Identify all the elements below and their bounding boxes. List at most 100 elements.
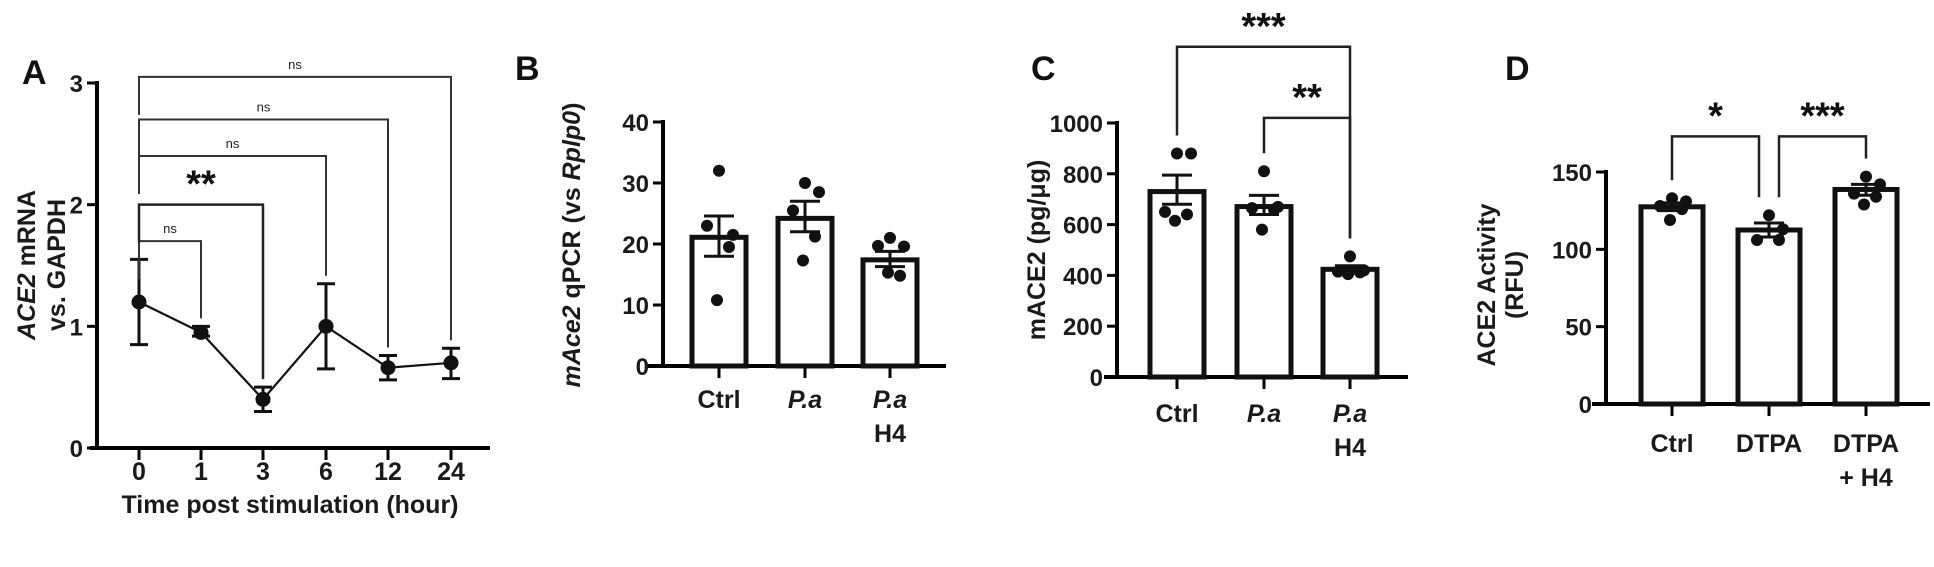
data-point — [727, 228, 739, 241]
data-point — [1666, 192, 1678, 205]
data-point — [131, 294, 147, 310]
significance-bracket — [138, 75, 452, 341]
significance-bracket — [1777, 135, 1868, 198]
data-point — [711, 294, 723, 307]
data-point — [1246, 202, 1258, 215]
data-point — [797, 254, 809, 267]
data-point — [1169, 214, 1181, 227]
y-axis-title: mACE2 (pg/μg) — [1023, 160, 1051, 341]
y-tick-label: 1 — [70, 314, 83, 341]
x-tick-label: Ctrl — [1155, 400, 1198, 428]
data-point — [1777, 223, 1789, 236]
y-tick-label: 0 — [636, 354, 649, 381]
x-tick-label: 6 — [319, 458, 333, 486]
y-tick-label: 0 — [1579, 392, 1592, 419]
x-tick-label: + H4 — [1839, 464, 1893, 492]
significance-label: ** — [186, 164, 216, 206]
bar — [1320, 266, 1380, 380]
significance-label: *** — [1800, 95, 1845, 137]
significance-label: * — [1708, 95, 1723, 137]
y-tick-label: 800 — [1063, 162, 1103, 189]
data-point — [809, 230, 821, 243]
data-point — [1763, 209, 1775, 222]
data-point — [193, 324, 209, 340]
bar — [1735, 227, 1803, 407]
x-tick-label: P.a — [873, 386, 907, 414]
y-axis-title: ACE2 mRNAvs. GAPDH — [13, 190, 71, 341]
data-point — [799, 177, 811, 189]
data-point — [701, 219, 713, 232]
significance-bracket — [138, 155, 327, 276]
data-point — [1858, 198, 1870, 211]
y-tick-label: 40 — [622, 110, 649, 137]
x-tick-label: Ctrl — [697, 386, 740, 414]
x-tick-label: DTPA — [1833, 430, 1899, 458]
y-tick-label: 50 — [1565, 315, 1592, 342]
y-tick-label: 20 — [622, 232, 649, 259]
significance-label: ns — [288, 57, 302, 72]
significance-bracket — [1262, 116, 1352, 239]
significance-label: ns — [257, 100, 271, 115]
significance-label: ns — [226, 136, 240, 151]
panel-letter: A — [22, 54, 47, 92]
data-point — [894, 269, 906, 282]
data-point — [898, 240, 910, 253]
data-point — [1268, 203, 1280, 216]
y-axis-title: mAce2 qPCR (vs Rplp0) — [558, 103, 586, 388]
data-point — [380, 360, 396, 376]
data-point — [1860, 170, 1872, 183]
y-tick-label: 0 — [1090, 365, 1103, 392]
data-point — [1181, 208, 1193, 221]
data-point — [787, 204, 799, 217]
data-point — [443, 355, 459, 371]
x-tick-label: H4 — [1334, 434, 1366, 462]
data-point — [713, 164, 725, 177]
bar — [775, 215, 835, 369]
data-point — [318, 318, 334, 334]
x-tick-label: P.a — [788, 386, 822, 414]
x-tick-label: 1 — [194, 458, 208, 486]
x-tick-label: P.a — [1247, 400, 1281, 428]
panel-letter: D — [1505, 50, 1530, 88]
x-tick-label: 3 — [256, 458, 270, 486]
data-point — [1664, 213, 1676, 226]
y-tick-label: 200 — [1063, 314, 1103, 341]
bar — [1832, 186, 1900, 407]
significance-label: ns — [163, 221, 177, 236]
x-tick-label: 24 — [437, 458, 465, 486]
y-tick-label: 1000 — [1050, 111, 1103, 138]
data-point — [1256, 223, 1268, 236]
y-axis-title: ACE2 Activity(RFU) — [1473, 203, 1529, 366]
data-point — [1185, 147, 1197, 160]
y-tick-label: 30 — [622, 171, 649, 198]
data-point — [882, 266, 894, 279]
significance-label: ** — [1292, 77, 1322, 119]
data-point — [1258, 165, 1270, 178]
panel-c-bar-chart: 0 200 400 600 800 1000 C Ctrl P.a P.a H4 ***** mACE2… — [1023, 6, 1408, 462]
data-point — [1171, 147, 1183, 160]
data-point — [872, 239, 884, 252]
y-tick-label: 400 — [1063, 263, 1103, 290]
data-point — [884, 231, 896, 244]
data-point — [1848, 187, 1860, 200]
significance-bracket — [138, 240, 202, 319]
panel-letter: C — [1031, 50, 1056, 88]
y-tick-label: 0 — [70, 436, 83, 463]
data-point — [723, 241, 735, 254]
y-tick-label: 100 — [1552, 237, 1592, 264]
x-tick-label: 12 — [374, 458, 402, 486]
data-point — [1676, 203, 1688, 216]
y-tick-label: 10 — [622, 293, 649, 320]
x-tick-label: 0 — [132, 458, 146, 486]
x-tick-label: DTPA — [1736, 430, 1802, 458]
bar — [1638, 204, 1706, 407]
data-line — [138, 301, 452, 401]
y-tick-label: 2 — [70, 193, 83, 220]
significance-bracket — [1670, 135, 1761, 198]
significance-bracket — [138, 118, 389, 348]
data-point — [1159, 205, 1171, 218]
y-tick-label: 150 — [1552, 160, 1592, 187]
